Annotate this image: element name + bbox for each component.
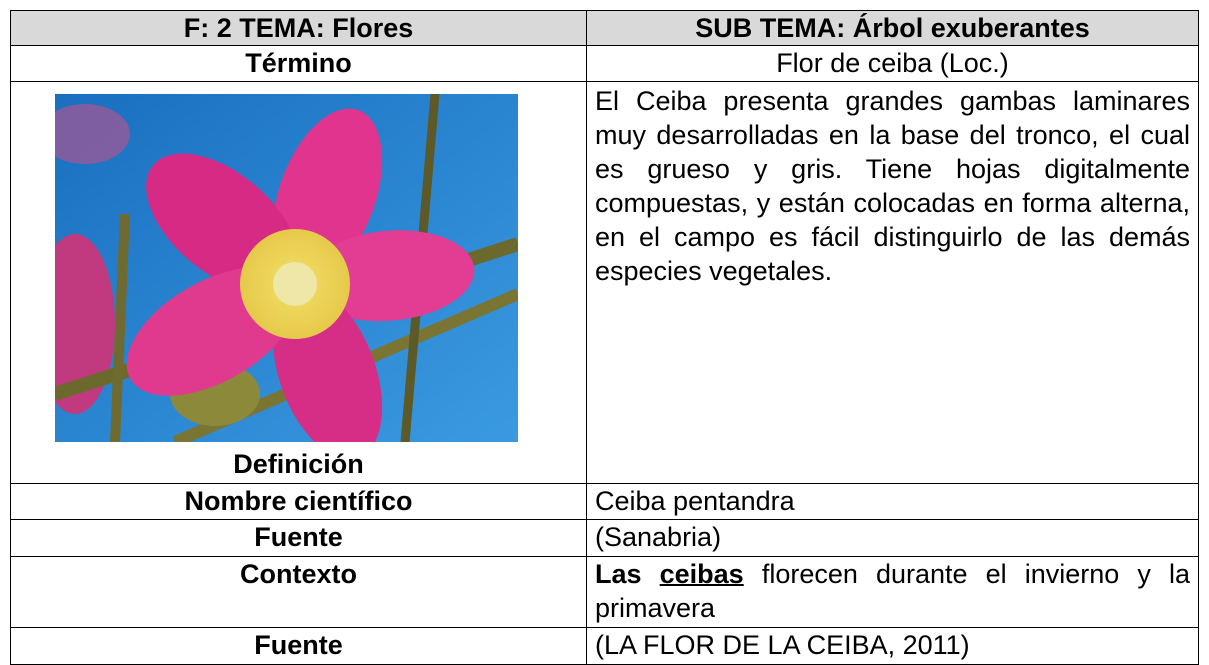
value: (LA FLOR DE LA CEIBA, 2011) [586,627,1199,665]
header-right: SUB TEMA: Árbol exuberantes [586,10,1199,46]
value: Ceiba pentandra [586,483,1199,520]
value: (Sanabria) [586,519,1199,557]
key-term: ceibas [659,559,744,589]
label: Término [10,45,587,82]
definition-row: Definición El Ceiba presenta grandes gam… [10,81,1199,484]
source-row: Fuente (LA FLOR DE LA CEIBA, 2011) [10,627,1199,665]
context-text: Las ceibas florecen durante el invierno … [586,556,1199,628]
flower-photo [55,94,518,442]
header-left: F: 2 TEMA: Flores [10,10,587,46]
label: Nombre científico [10,483,587,520]
source-row: Fuente (Sanabria) [10,519,1199,557]
label: Fuente [10,519,587,557]
header-row: F: 2 TEMA: Flores SUB TEMA: Árbol exuber… [10,10,1199,46]
rest: florecen durante el invierno y la primav… [595,559,1190,623]
scientific-row: Nombre científico Ceiba pentandra [10,483,1199,520]
context-row: Contexto Las ceibas florecen durante el … [10,556,1199,628]
label: Contexto [10,556,587,628]
value: Flor de ceiba (Loc.) [586,45,1199,82]
label: Definición [233,449,364,479]
lead: Las [595,559,642,589]
label: Fuente [10,627,587,665]
image-cell: Definición [10,81,587,484]
glossary-table: F: 2 TEMA: Flores SUB TEMA: Árbol exuber… [10,10,1199,665]
definition-text: El Ceiba presenta grandes gambas laminar… [586,81,1199,484]
term-row: Término Flor de ceiba (Loc.) [10,45,1199,82]
